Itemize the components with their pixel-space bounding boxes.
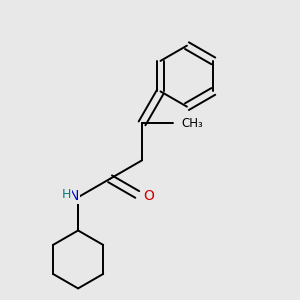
- Text: N: N: [69, 189, 79, 203]
- Text: H: H: [62, 188, 71, 200]
- Text: CH₃: CH₃: [182, 117, 203, 130]
- Text: O: O: [143, 189, 154, 203]
